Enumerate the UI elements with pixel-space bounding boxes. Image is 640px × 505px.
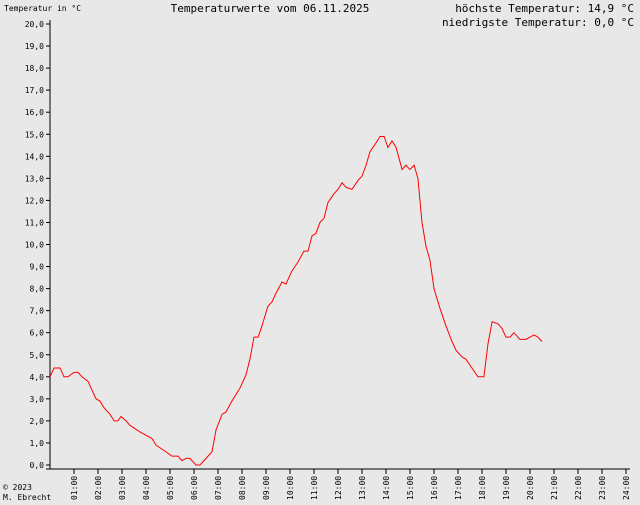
x-tick-label: 08:00	[238, 476, 247, 500]
y-tick-label: 12,0	[25, 196, 44, 205]
x-tick-label: 14:00	[382, 476, 391, 500]
footer: M. Ebrecht	[3, 493, 51, 502]
x-tick-label: 18:00	[478, 476, 487, 500]
x-tick-label: 21:00	[550, 476, 559, 500]
x-tick-label: 20:00	[526, 476, 535, 500]
chart-title: Temperaturwerte vom 06.11.2025	[171, 2, 370, 15]
y-axis-label: Temperatur in °C	[4, 4, 81, 13]
x-tick-label: 16:00	[430, 476, 439, 500]
temperature-line	[49, 135, 543, 466]
x-tick-label: 04:00	[142, 476, 151, 500]
y-tick-label: 19,0	[25, 42, 44, 51]
annotation: höchste Temperatur: 14,9 °C	[455, 2, 634, 15]
x-tick-label: 15:00	[406, 476, 415, 500]
y-tick-label: 20,0	[25, 20, 44, 29]
y-tick-label: 18,0	[25, 64, 44, 73]
x-tick-label: 23:00	[598, 476, 607, 500]
x-tick-label: 10:00	[286, 476, 295, 500]
x-tick-label: 01:00	[70, 476, 79, 500]
y-tick-label: 7,0	[30, 307, 45, 316]
y-tick-label: 0,0	[30, 461, 45, 470]
x-tick-label: 05:00	[166, 476, 175, 500]
x-tick-label: 02:00	[94, 476, 103, 500]
x-tick-label: 11:00	[310, 476, 319, 500]
y-tick-label: 15,0	[25, 130, 44, 139]
x-tick-label: 12:00	[334, 476, 343, 500]
x-tick-label: 22:00	[574, 476, 583, 500]
x-tick-label: 09:00	[262, 476, 271, 500]
x-tick-label: 03:00	[118, 476, 127, 500]
y-tick-label: 10,0	[25, 241, 44, 250]
y-tick-label: 14,0	[25, 152, 44, 161]
y-tick-label: 3,0	[30, 395, 45, 404]
x-tick-label: 19:00	[502, 476, 511, 500]
y-tick-label: 4,0	[30, 373, 45, 382]
y-tick-label: 16,0	[25, 108, 44, 117]
x-tick-label: 17:00	[454, 476, 463, 500]
y-tick-label: 1,0	[30, 439, 45, 448]
y-tick-label: 5,0	[30, 351, 45, 360]
y-tick-label: 9,0	[30, 263, 45, 272]
y-tick-label: 6,0	[30, 329, 45, 338]
x-tick-label: 24:00	[622, 476, 631, 500]
x-tick-label: 06:00	[190, 476, 199, 500]
y-tick-label: 8,0	[30, 285, 45, 294]
y-tick-label: 17,0	[25, 86, 44, 95]
y-tick-label: 13,0	[25, 174, 44, 183]
footer: © 2023	[3, 483, 32, 492]
x-tick-label: 07:00	[214, 476, 223, 500]
y-tick-label: 2,0	[30, 417, 45, 426]
x-tick-label: 13:00	[358, 476, 367, 500]
y-tick-label: 11,0	[25, 218, 44, 227]
annotation: niedrigste Temperatur: 0,0 °C	[442, 16, 634, 29]
